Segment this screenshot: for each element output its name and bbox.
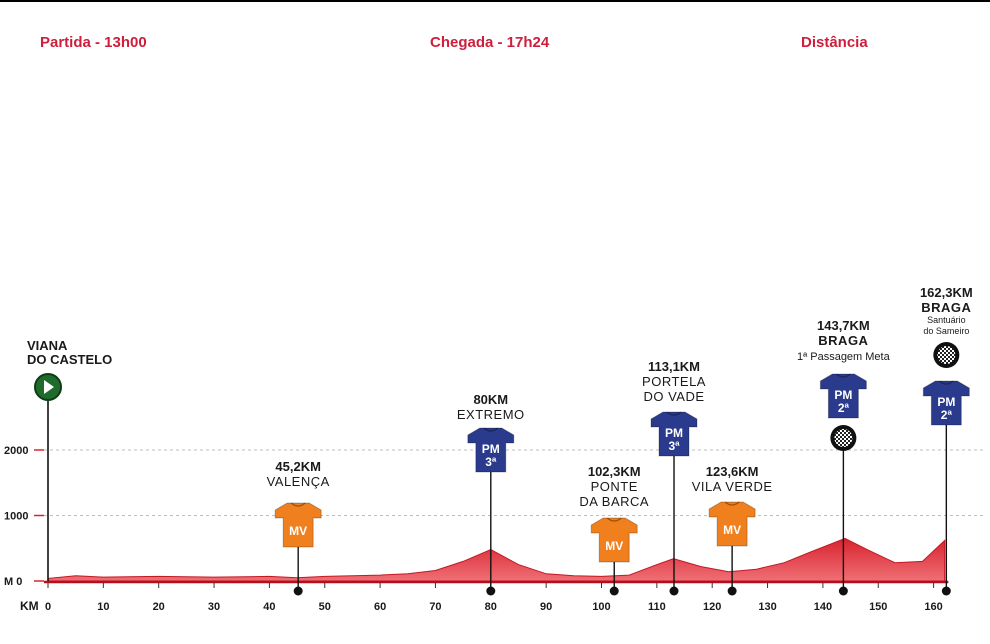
y-tick-label: M 0 bbox=[4, 576, 22, 588]
point-location-label: BRAGA bbox=[818, 333, 868, 348]
jersey-shape bbox=[922, 380, 970, 426]
point-location-label: BRAGA bbox=[921, 300, 971, 315]
x-tick-label: 110 bbox=[648, 601, 666, 613]
jersey-category-label: MV bbox=[289, 524, 307, 538]
point-location-label: PORTELA bbox=[642, 374, 706, 389]
jersey-shape bbox=[467, 427, 515, 473]
point-dot-marker bbox=[669, 586, 679, 596]
jersey-category-rank: 3ª bbox=[485, 455, 497, 469]
point-distance-label: 162,3KM bbox=[920, 285, 973, 300]
jersey-shape bbox=[819, 373, 867, 419]
jersey-category-label: PM bbox=[665, 426, 683, 440]
point-dot-marker bbox=[838, 586, 848, 596]
finish-time-label: Chegada - 17h24 bbox=[430, 34, 550, 51]
x-axis-label: KM bbox=[20, 599, 39, 613]
x-tick-label: 160 bbox=[924, 601, 942, 613]
point-distance-label: 102,3KM bbox=[588, 464, 641, 479]
x-tick-label: 80 bbox=[485, 601, 497, 613]
x-tick-label: 140 bbox=[814, 601, 832, 613]
point-location-label: EXTREMO bbox=[457, 407, 525, 422]
jersey-category-label: PM bbox=[482, 442, 500, 456]
point-note-label: Santuário bbox=[927, 315, 966, 325]
jersey-collar bbox=[938, 380, 954, 385]
jersey-collar bbox=[606, 517, 622, 522]
jersey-collar bbox=[483, 427, 499, 432]
start-time-label: Partida - 13h00 bbox=[40, 34, 147, 51]
jersey-shape bbox=[274, 502, 322, 548]
jersey-shape bbox=[590, 517, 638, 563]
profile-layer bbox=[47, 537, 946, 582]
y-tick-label: 1000 bbox=[4, 511, 28, 523]
x-tick-label: 10 bbox=[97, 601, 109, 613]
finish-flag-icon bbox=[937, 346, 956, 364]
jersey-shape bbox=[708, 501, 756, 547]
point-dot-marker bbox=[486, 586, 496, 596]
axes-layer: M 0 1000 2000 KM 0 10 20 30 40 50 60 70 80 90 100 110 12… bbox=[4, 396, 949, 613]
x-tick-label: 30 bbox=[208, 601, 220, 613]
grid-layer bbox=[44, 449, 985, 516]
point-location-label: VALENÇA bbox=[267, 474, 330, 489]
x-tick-label: 100 bbox=[592, 601, 610, 613]
y-tick-label: 2000 bbox=[4, 445, 28, 457]
jersey-collar bbox=[290, 502, 306, 507]
point-distance-label: 143,7KM bbox=[817, 318, 870, 333]
point-dot-marker bbox=[727, 586, 737, 596]
point-dot-marker bbox=[609, 586, 619, 596]
jersey-category-label: MV bbox=[605, 539, 623, 553]
point-dot-marker bbox=[293, 586, 303, 596]
point-location-label: DA BARCA bbox=[579, 494, 649, 509]
point-location-label: VILA VERDE bbox=[692, 479, 773, 494]
point-distance-label: 45,2KM bbox=[275, 459, 321, 474]
start-location-label: DO CASTELO bbox=[27, 352, 112, 367]
jersey-category-rank: 2ª bbox=[941, 408, 953, 422]
elevation-profile-area bbox=[47, 537, 946, 582]
play-icon bbox=[44, 380, 54, 394]
start-location-label: VIANA bbox=[27, 338, 68, 353]
distance-label: Distância bbox=[801, 34, 868, 51]
top-border-line bbox=[0, 0, 990, 2]
jersey-collar bbox=[666, 411, 682, 416]
x-tick-label: 150 bbox=[869, 601, 887, 613]
x-tick-label: 90 bbox=[540, 601, 552, 613]
point-distance-label: 80KM bbox=[473, 392, 508, 407]
x-tick-label: 60 bbox=[374, 601, 386, 613]
x-tick-label: 50 bbox=[319, 601, 331, 613]
x-tick-label: 0 bbox=[45, 601, 51, 613]
point-note-label: 1ª Passagem Meta bbox=[797, 351, 891, 363]
jersey-category-label: PM bbox=[937, 395, 955, 409]
point-dot-marker bbox=[941, 586, 951, 596]
jersey-category-rank: 3ª bbox=[668, 439, 680, 453]
mv-jersey-icon: MV bbox=[708, 501, 756, 547]
mv-jersey-icon: MV bbox=[590, 517, 638, 563]
point-location-label: PONTE bbox=[591, 479, 638, 494]
jersey-category-label: MV bbox=[723, 523, 741, 537]
x-tick-label: 70 bbox=[429, 601, 441, 613]
jersey-collar bbox=[724, 501, 740, 506]
point-distance-label: 113,1KM bbox=[648, 359, 700, 374]
finish-flag-icon bbox=[834, 429, 853, 447]
point-location-label: DO VADE bbox=[643, 389, 704, 404]
x-tick-label: 130 bbox=[758, 601, 776, 613]
point-distance-label: 123,6KM bbox=[706, 464, 759, 479]
jersey-category-rank: 2ª bbox=[838, 401, 850, 415]
mv-jersey-icon: MV bbox=[274, 502, 322, 548]
x-tick-label: 40 bbox=[263, 601, 275, 613]
x-tick-label: 20 bbox=[153, 601, 165, 613]
jersey-category-label: PM bbox=[834, 388, 852, 402]
jersey-collar bbox=[835, 373, 851, 378]
x-tick-label: 120 bbox=[703, 601, 721, 613]
jersey-shape bbox=[650, 411, 698, 457]
point-note-label: do Sameiro bbox=[923, 326, 969, 336]
